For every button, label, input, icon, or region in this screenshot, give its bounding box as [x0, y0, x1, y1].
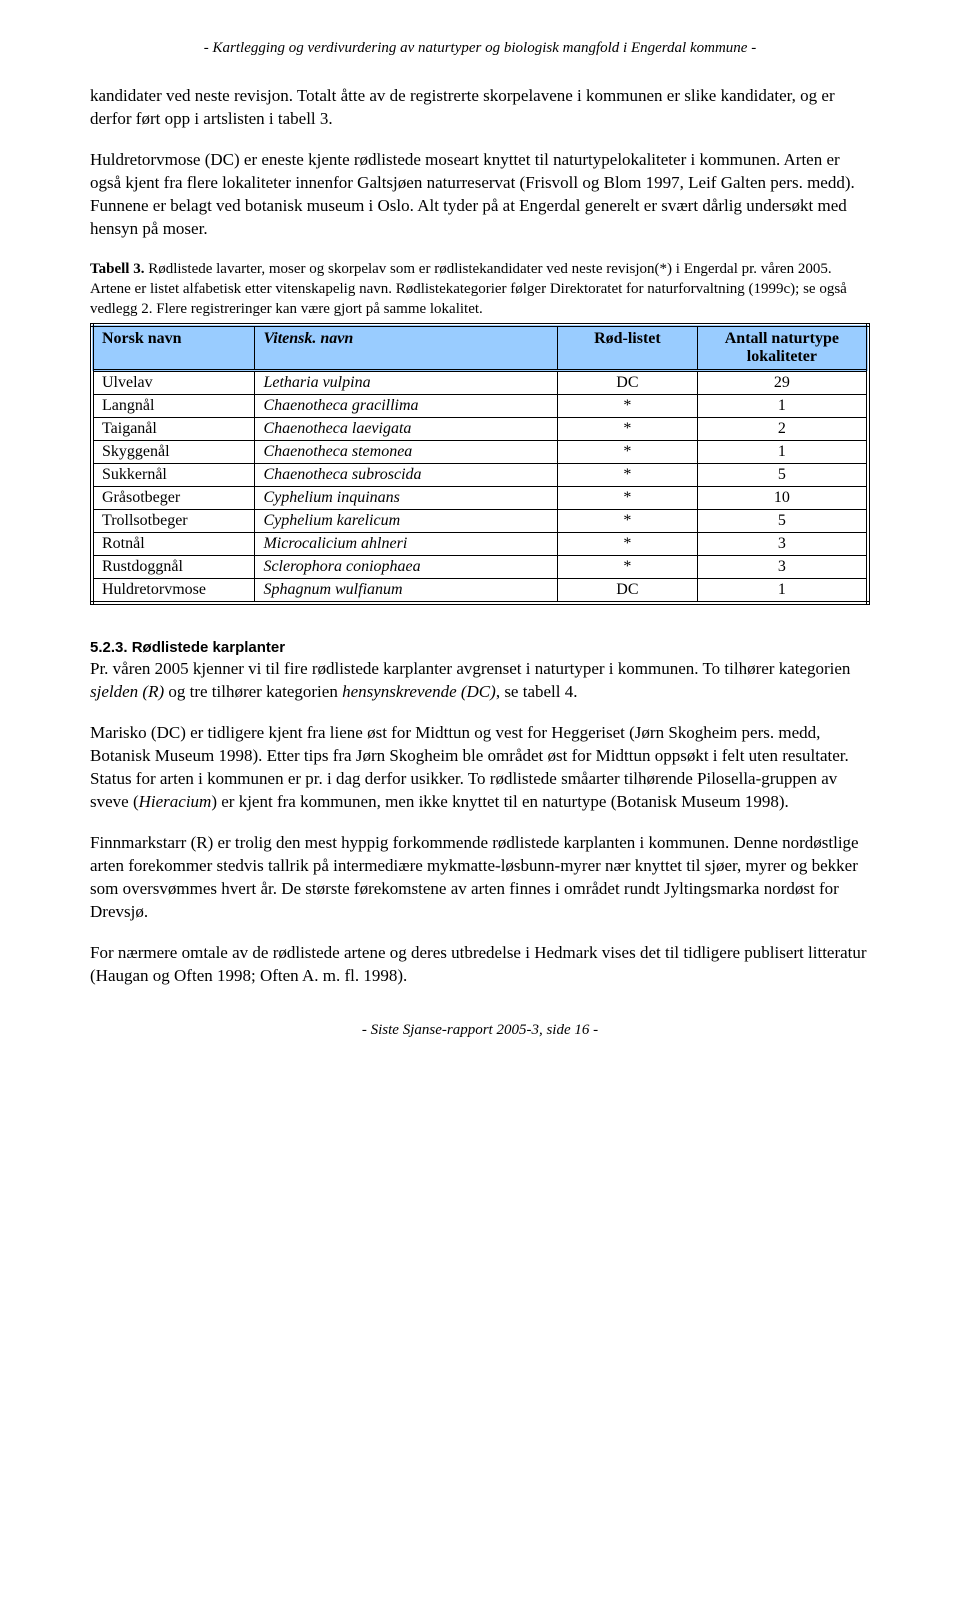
species-table: Norsk navn Vitensk. navn Rød-listet Anta…	[90, 323, 870, 605]
subheading-5-2-3: 5.2.3. Rødlistede karplanter	[90, 639, 870, 656]
cell-vitensk: Chaenotheca stemonea	[255, 441, 558, 464]
cell-rod: *	[558, 441, 698, 464]
table-body: Ulvelav Letharia vulpina DC 29 Langnål C…	[92, 371, 868, 604]
cell-norsk: Rotnål	[92, 533, 255, 556]
cell-vitensk: Cyphelium karelicum	[255, 510, 558, 533]
cell-antall: 5	[697, 510, 868, 533]
cell-vitensk: Cyphelium inquinans	[255, 487, 558, 510]
cell-antall: 1	[697, 579, 868, 604]
cell-norsk: Ulvelav	[92, 371, 255, 395]
table-row: Gråsotbeger Cyphelium inquinans * 10	[92, 487, 868, 510]
cell-rod: *	[558, 533, 698, 556]
paragraph-4: Marisko (DC) er tidligere kjent fra lien…	[90, 722, 870, 814]
table-row: Rotnål Microcalicium ahlneri * 3	[92, 533, 868, 556]
para3-italic-1: sjelden (R)	[90, 682, 164, 701]
table-row: Taiganål Chaenotheca laevigata * 2	[92, 418, 868, 441]
cell-antall: 10	[697, 487, 868, 510]
cell-norsk: Langnål	[92, 395, 255, 418]
para3-italic-2: hensynskrevende (DC)	[342, 682, 496, 701]
table-row: Trollsotbeger Cyphelium karelicum * 5	[92, 510, 868, 533]
cell-vitensk: Microcalicium ahlneri	[255, 533, 558, 556]
cell-vitensk: Sclerophora coniophaea	[255, 556, 558, 579]
cell-vitensk: Chaenotheca gracillima	[255, 395, 558, 418]
cell-antall: 3	[697, 556, 868, 579]
cell-vitensk: Sphagnum wulfianum	[255, 579, 558, 604]
paragraph-3: Pr. våren 2005 kjenner vi til fire rødli…	[90, 658, 870, 704]
cell-rod: DC	[558, 579, 698, 604]
caption-label: Tabell 3.	[90, 261, 144, 277]
col-rod-listet: Rød-listet	[558, 325, 698, 371]
table-caption: Tabell 3. Rødlistede lavarter, moser og …	[90, 259, 870, 320]
col-antall-line2: lokaliteter	[747, 348, 817, 365]
cell-vitensk: Chaenotheca subroscida	[255, 464, 558, 487]
caption-text: Rødlistede lavarter, moser og skorpelav …	[90, 261, 847, 318]
table-row: Skyggenål Chaenotheca stemonea * 1	[92, 441, 868, 464]
table-row: Huldretorvmose Sphagnum wulfianum DC 1	[92, 579, 868, 604]
cell-rod: DC	[558, 371, 698, 395]
col-vitensk-navn: Vitensk. navn	[255, 325, 558, 371]
page-container: - Kartlegging og verdivurdering av natur…	[0, 0, 960, 1079]
cell-norsk: Huldretorvmose	[92, 579, 255, 604]
cell-antall: 29	[697, 371, 868, 395]
para3-text-a: Pr. våren 2005 kjenner vi til fire rødli…	[90, 659, 850, 678]
table-row: Rustdoggnål Sclerophora coniophaea * 3	[92, 556, 868, 579]
col-norsk-navn: Norsk navn	[92, 325, 255, 371]
cell-norsk: Rustdoggnål	[92, 556, 255, 579]
cell-rod: *	[558, 418, 698, 441]
cell-norsk: Skyggenål	[92, 441, 255, 464]
para3-text-b: og tre tilhører kategorien	[164, 682, 342, 701]
cell-antall: 2	[697, 418, 868, 441]
cell-rod: *	[558, 556, 698, 579]
cell-rod: *	[558, 510, 698, 533]
cell-rod: *	[558, 395, 698, 418]
cell-vitensk: Letharia vulpina	[255, 371, 558, 395]
cell-rod: *	[558, 464, 698, 487]
para4-italic: Hieracium	[139, 792, 212, 811]
cell-antall: 5	[697, 464, 868, 487]
para3-text-c: , se tabell 4.	[496, 682, 578, 701]
table-header-row: Norsk navn Vitensk. navn Rød-listet Anta…	[92, 325, 868, 371]
table-row: Ulvelav Letharia vulpina DC 29	[92, 371, 868, 395]
page-footer: - Siste Sjanse-rapport 2005-3, side 16 -	[90, 1022, 870, 1039]
page-header: - Kartlegging og verdivurdering av natur…	[90, 40, 870, 57]
cell-antall: 3	[697, 533, 868, 556]
paragraph-1: kandidater ved neste revisjon. Totalt åt…	[90, 85, 870, 131]
table-row: Sukkernål Chaenotheca subroscida * 5	[92, 464, 868, 487]
cell-norsk: Sukkernål	[92, 464, 255, 487]
para4-text-b: ) er kjent fra kommunen, men ikke knytte…	[211, 792, 788, 811]
cell-rod: *	[558, 487, 698, 510]
cell-vitensk: Chaenotheca laevigata	[255, 418, 558, 441]
col-antall: Antall naturtype lokaliteter	[697, 325, 868, 371]
cell-antall: 1	[697, 441, 868, 464]
cell-norsk: Gråsotbeger	[92, 487, 255, 510]
paragraph-6: For nærmere omtale av de rødlistede arte…	[90, 942, 870, 988]
table-row: Langnål Chaenotheca gracillima * 1	[92, 395, 868, 418]
cell-antall: 1	[697, 395, 868, 418]
paragraph-5: Finnmarkstarr (R) er trolig den mest hyp…	[90, 832, 870, 924]
col-antall-line1: Antall naturtype	[725, 330, 839, 347]
cell-norsk: Taiganål	[92, 418, 255, 441]
paragraph-2: Huldretorvmose (DC) er eneste kjente rød…	[90, 149, 870, 241]
cell-norsk: Trollsotbeger	[92, 510, 255, 533]
